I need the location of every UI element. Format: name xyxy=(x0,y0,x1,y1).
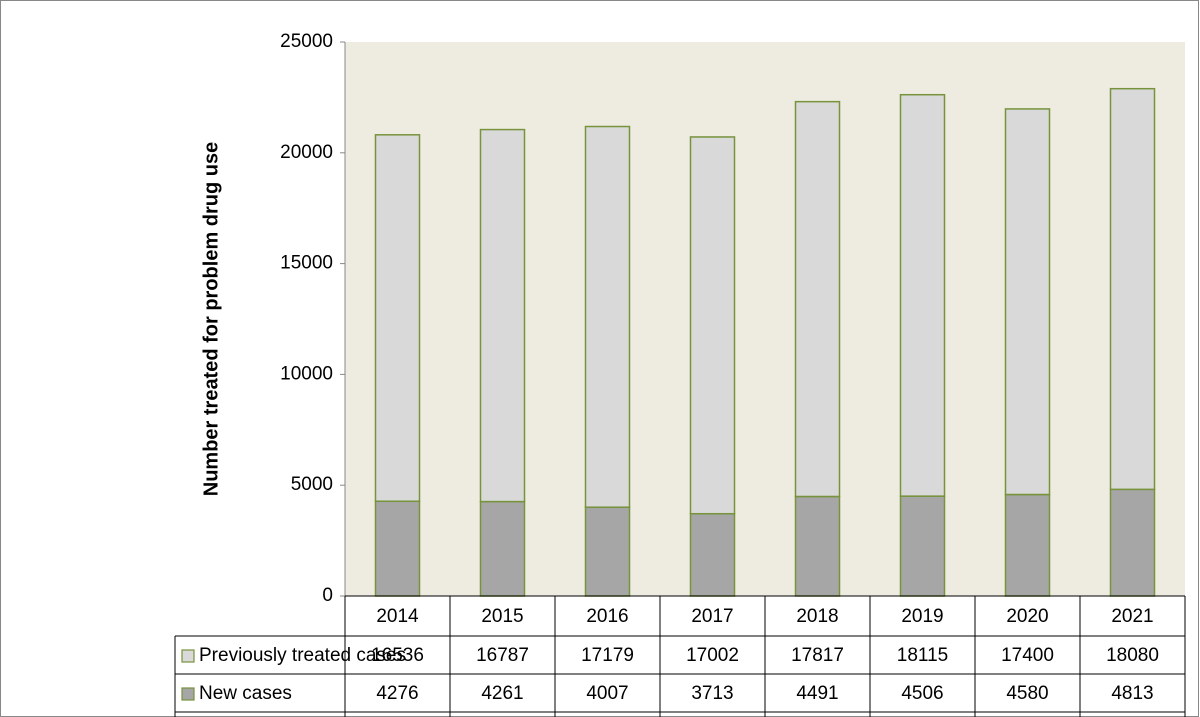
table-value: 4007 xyxy=(586,683,628,704)
legend-swatch xyxy=(181,649,195,663)
bar-segment xyxy=(374,134,421,502)
table-value: 18115 xyxy=(897,645,948,666)
y-tick-label: 20000 xyxy=(280,142,333,163)
x-tick-label: 2021 xyxy=(1111,606,1153,627)
y-tick-label: 25000 xyxy=(280,31,333,52)
plot-area xyxy=(345,42,1185,596)
legend-swatch xyxy=(181,687,195,701)
x-tick-label: 2019 xyxy=(901,606,943,627)
y-axis-label: Number treated for problem drug use xyxy=(200,142,222,497)
x-tick-label: 2016 xyxy=(586,606,628,627)
bar-segment xyxy=(899,495,946,597)
y-tick-label: 0 xyxy=(322,585,333,606)
table-value: 3713 xyxy=(691,683,733,704)
y-tick-label: 5000 xyxy=(291,474,333,495)
legend-label: Previously treated cases xyxy=(199,645,406,666)
table-value: 17179 xyxy=(581,645,634,666)
bar-segment xyxy=(479,500,526,597)
bar-segment xyxy=(899,93,946,497)
table-value: 16787 xyxy=(476,645,529,666)
bar-segment xyxy=(374,500,421,597)
bar-segment xyxy=(1004,108,1051,496)
table-value: 4580 xyxy=(1006,683,1048,704)
table-value: 4261 xyxy=(481,683,523,704)
table-value: 17817 xyxy=(791,645,844,666)
y-tick-label: 15000 xyxy=(280,253,333,274)
bar-segment xyxy=(1004,493,1051,597)
x-tick-label: 2014 xyxy=(376,606,419,627)
table-value: 17002 xyxy=(686,645,739,666)
y-tick-label: 10000 xyxy=(280,363,333,384)
table-value: 4491 xyxy=(796,683,838,704)
bar-segment xyxy=(584,506,631,597)
table-value: 16536 xyxy=(371,645,424,666)
bar-segment xyxy=(584,125,631,508)
x-tick-label: 2017 xyxy=(691,606,733,627)
bar-segment xyxy=(479,128,526,503)
x-tick-label: 2020 xyxy=(1006,606,1048,627)
bar-segment xyxy=(794,495,841,597)
bar-segment xyxy=(689,136,736,515)
bar-segment xyxy=(1109,488,1156,597)
table-value: 4506 xyxy=(901,683,943,704)
x-tick-label: 2018 xyxy=(796,606,838,627)
legend-label: New cases xyxy=(199,683,292,704)
table-value: 17400 xyxy=(1001,645,1054,666)
bar-segment xyxy=(794,100,841,498)
bar-segment xyxy=(1109,87,1156,491)
table-value: 18080 xyxy=(1106,645,1159,666)
table-value: 4813 xyxy=(1111,683,1153,704)
table-value: 4276 xyxy=(376,683,418,704)
x-tick-label: 2015 xyxy=(481,606,523,627)
bar-segment xyxy=(689,512,736,597)
